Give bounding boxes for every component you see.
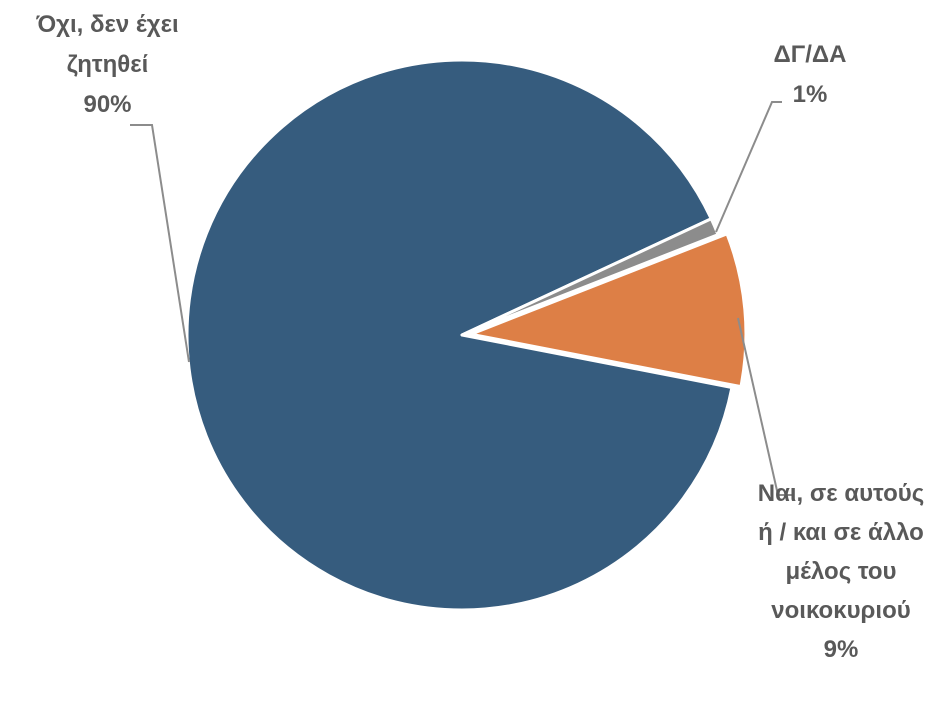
data-label: Όχι, δεν έχει ζητηθεί 90% [20,5,195,125]
value-label: 90% [83,91,132,118]
data-label: ΔΓ/ΔΑ 1% [740,35,880,115]
pie [185,58,748,612]
value-label: 9% [823,636,859,663]
pie-slice [185,58,734,612]
pie-slice [469,232,748,389]
category-label: Ναι, σε αυτούς ή / και σε άλλο μέλος του… [757,480,925,624]
leader-line [737,317,792,496]
leader-line [715,101,782,233]
value-label: 1% [792,81,828,108]
category-label: Όχι, δεν έχει ζητηθεί [36,11,179,78]
pie-slice [460,217,720,337]
leader-line [130,124,190,363]
data-label: Ναι, σε αυτούς ή / και σε άλλο μέλος του… [752,474,930,669]
category-label: ΔΓ/ΔΑ [773,41,847,68]
